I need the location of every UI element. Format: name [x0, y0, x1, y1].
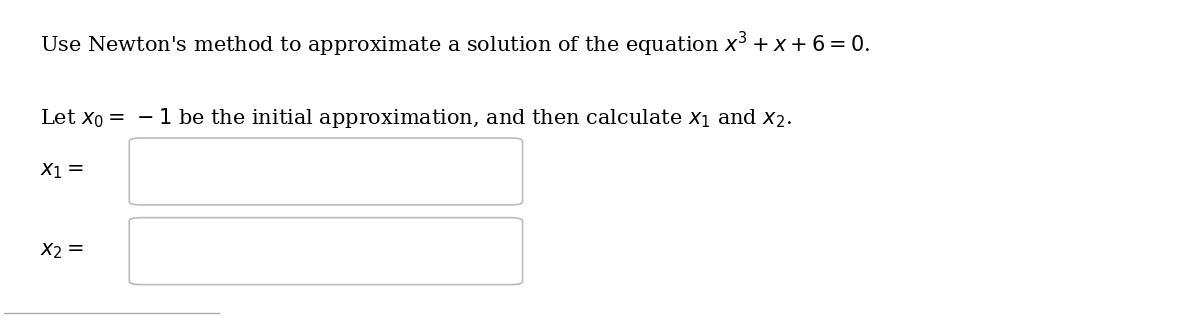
Text: Use Newton's method to approximate a solution of the equation $x^3 + x + 6 = 0$.: Use Newton's method to approximate a sol… [40, 30, 870, 59]
Text: $x_2 =$: $x_2 =$ [40, 241, 84, 261]
FancyBboxPatch shape [130, 138, 522, 205]
FancyBboxPatch shape [130, 218, 522, 284]
Text: $x_1 =$: $x_1 =$ [40, 162, 84, 181]
Text: Let $x_0 =\, -1$ be the initial approximation, and then calculate $x_1$ and $x_2: Let $x_0 =\, -1$ be the initial approxim… [40, 106, 792, 130]
